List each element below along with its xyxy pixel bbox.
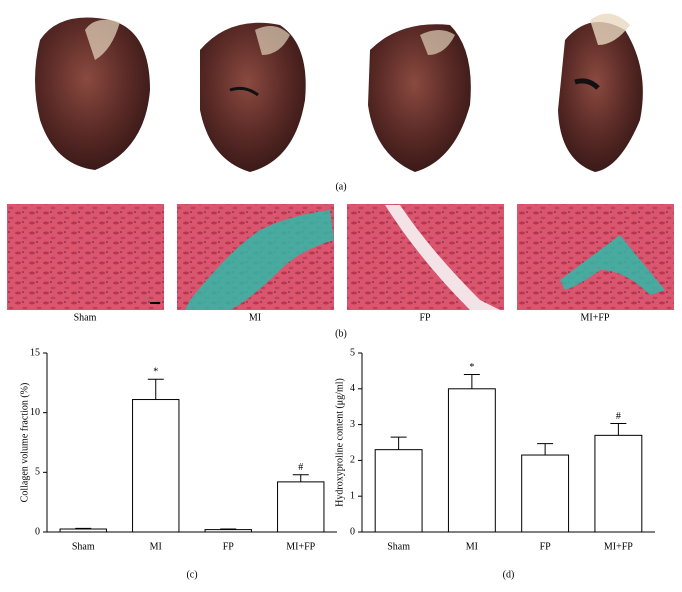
y-tick-label: 0: [35, 526, 40, 537]
y-tick-label: 0: [350, 526, 355, 537]
significance-mark: *: [469, 362, 474, 373]
panel-label: MI: [249, 312, 261, 323]
x-tick-label: FP: [223, 541, 235, 552]
panel-caption: (b): [335, 328, 347, 339]
heart-photos: [35, 13, 643, 173]
y-tick-label: 5: [350, 347, 355, 358]
chart-caption: (d): [503, 569, 515, 580]
y-tick-label: 10: [30, 407, 40, 418]
panel-caption: (a): [335, 181, 346, 192]
bar: [521, 454, 570, 533]
y-tick-label: 3: [350, 419, 355, 430]
panel-label: Sham: [74, 312, 97, 323]
bar: [132, 399, 180, 533]
y-axis-label: Hydroxyproline content (μg/ml): [334, 378, 345, 507]
histology: [7, 204, 674, 310]
bar: [374, 449, 423, 533]
bar: [204, 529, 252, 533]
y-tick-label: 4: [350, 383, 355, 394]
significance-mark: #: [298, 462, 303, 473]
x-tick-label: MI: [150, 541, 162, 552]
bar: [59, 528, 107, 533]
x-tick-label: Sham: [387, 541, 410, 552]
panel-label: MI+FP: [581, 312, 610, 323]
bar: [277, 481, 325, 533]
x-tick-label: MI+FP: [604, 541, 633, 552]
y-tick-label: 1: [350, 490, 355, 501]
x-tick-label: MI: [466, 541, 478, 552]
bar: [594, 434, 643, 533]
x-tick-label: MI+FP: [286, 541, 315, 552]
panel-label: FP: [419, 312, 431, 323]
significance-mark: *: [153, 367, 158, 378]
bar: [447, 388, 496, 533]
y-tick-label: 15: [30, 347, 40, 358]
significance-mark: #: [616, 411, 621, 422]
y-axis-label: Collagen volume fraction (%): [19, 383, 30, 503]
x-tick-label: Sham: [72, 541, 95, 552]
y-tick-label: 2: [350, 455, 355, 466]
y-tick-label: 5: [35, 467, 40, 478]
x-tick-label: FP: [540, 541, 552, 552]
chart-caption: (c): [186, 569, 197, 580]
